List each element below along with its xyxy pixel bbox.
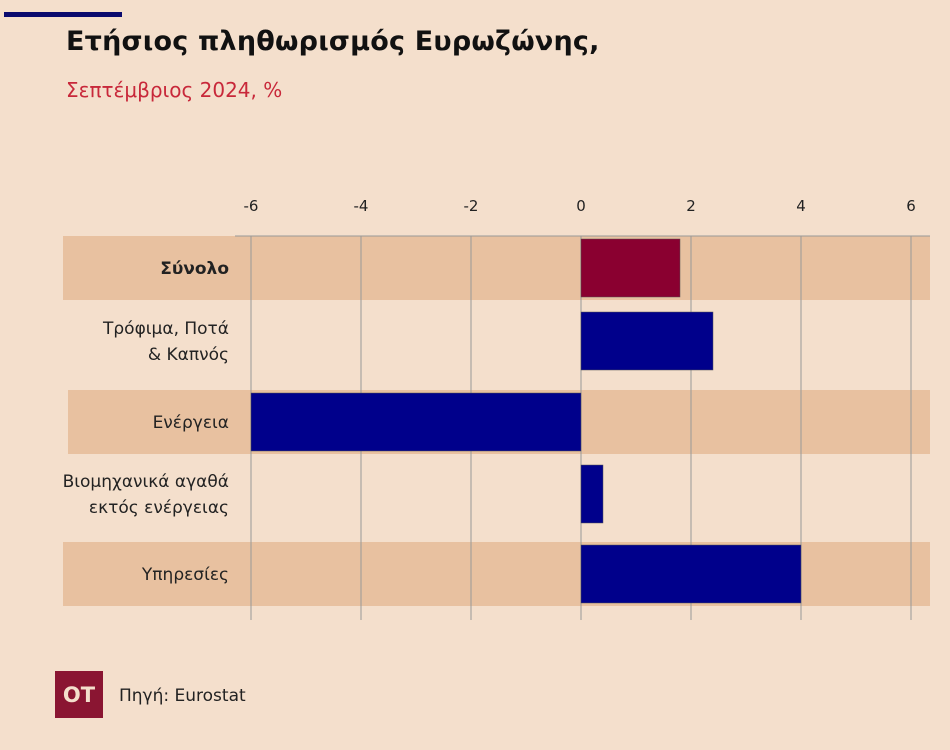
tick-label: -6 [244,197,259,215]
tick-label: -4 [354,197,369,215]
bar [250,392,582,452]
row-band [63,236,930,300]
tick-label: 6 [906,197,916,215]
category-label: Βιομηχανικά αγαθά [63,472,229,492]
category-label: Τρόφιμα, Ποτά [102,319,229,339]
source-note: Πηγή: Eurostat [119,686,246,706]
category-label: Ενέργεια [153,413,229,433]
bar [580,464,604,524]
tick-label: 4 [796,197,806,215]
chart-subtitle: Σεπτέμβριος 2024, % [66,78,283,102]
accent-bar [4,12,122,17]
bar [580,311,714,371]
category-label: Σύνολο [160,259,229,279]
category-label: Υπηρεσίες [141,565,229,585]
tick-label: 2 [686,197,696,215]
ot-logo: OT [55,671,103,718]
tick-label: -2 [464,197,479,215]
tick-label: 0 [576,197,586,215]
category-label: & Καπνός [148,345,229,365]
bar [580,238,681,298]
category-label: εκτός ενέργειας [89,498,229,518]
chart-title: Ετήσιος πληθωρισμός Ευρωζώνης, [66,26,600,57]
bar [580,544,802,604]
